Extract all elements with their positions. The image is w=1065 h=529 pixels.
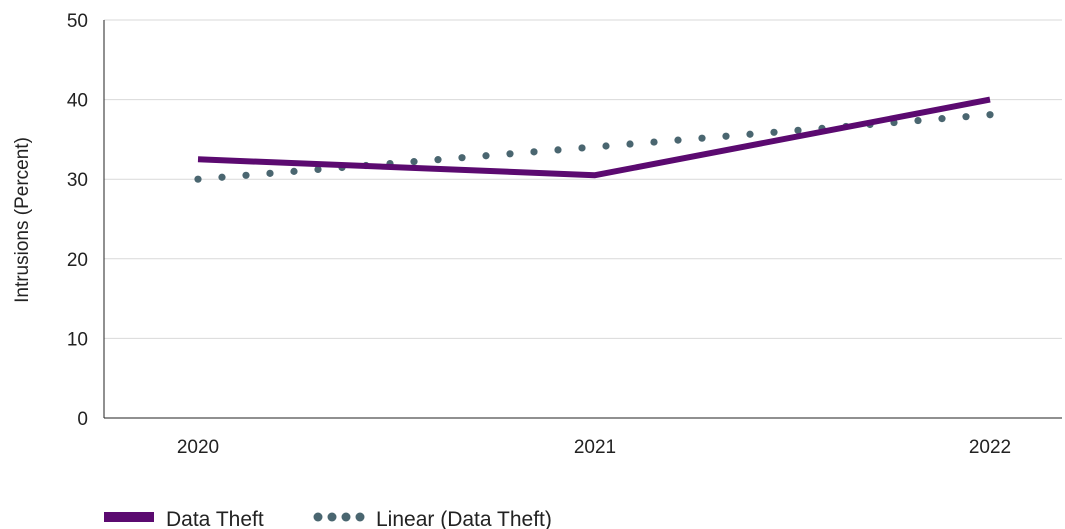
trend-dot <box>530 148 538 156</box>
series-linear-trend <box>194 111 994 183</box>
y-tick-label: 10 <box>67 329 88 350</box>
trend-dot <box>482 152 490 160</box>
trend-dot <box>194 175 202 183</box>
x-tick-labels: 2020 2021 2022 <box>177 437 1011 458</box>
y-tick-label: 20 <box>67 250 88 271</box>
trend-dot <box>626 140 634 148</box>
trend-dot <box>266 169 274 177</box>
trend-dot <box>314 165 322 174</box>
x-tick-label: 2020 <box>177 437 219 458</box>
trend-dot <box>554 146 562 154</box>
trend-dot <box>938 115 946 123</box>
trend-dot <box>746 130 754 138</box>
y-axis-title: Intrusions (Percent) <box>12 137 33 303</box>
trend-dot <box>458 154 466 162</box>
legend-dot <box>355 512 365 522</box>
trend-dot <box>650 138 658 146</box>
trend-dot <box>410 158 418 166</box>
legend-dot <box>313 512 323 522</box>
trend-dot <box>914 116 922 125</box>
legend-dot <box>327 512 337 522</box>
y-tick-label: 50 <box>67 11 88 32</box>
legend-dot <box>341 512 351 522</box>
trend-dot <box>770 128 778 136</box>
trend-dot <box>602 142 610 150</box>
series <box>194 96 994 183</box>
legend-swatch-linear-trend <box>313 512 365 522</box>
legend-label-data-theft: Data Theft <box>166 508 264 529</box>
trend-dot <box>434 156 442 164</box>
gridlines <box>104 19 1062 339</box>
trend-dot <box>578 144 586 152</box>
legend-swatch-data-theft <box>104 512 154 522</box>
trend-dot <box>218 173 226 181</box>
x-tick-label: 2022 <box>969 437 1011 458</box>
trend-dot <box>674 136 682 144</box>
y-tick-label: 30 <box>67 170 88 191</box>
trend-dot <box>242 171 250 179</box>
y-tick-labels: 0 10 20 30 40 50 <box>67 11 88 430</box>
x-tick-label: 2021 <box>574 437 616 458</box>
trend-dot <box>290 167 298 175</box>
y-tick-label: 40 <box>67 91 88 112</box>
legend-label-linear-trend: Linear (Data Theft) <box>376 508 552 529</box>
trend-dot <box>698 134 706 142</box>
trend-dot <box>794 126 802 134</box>
legend: Data Theft Linear (Data Theft) <box>104 508 552 529</box>
series-data-theft-line <box>197 96 991 179</box>
trend-dot <box>506 150 514 158</box>
trend-dot <box>722 132 730 140</box>
y-tick-label: 0 <box>77 409 88 430</box>
axes <box>103 20 1062 419</box>
trend-dot <box>962 113 970 121</box>
trend-dot <box>986 111 994 119</box>
